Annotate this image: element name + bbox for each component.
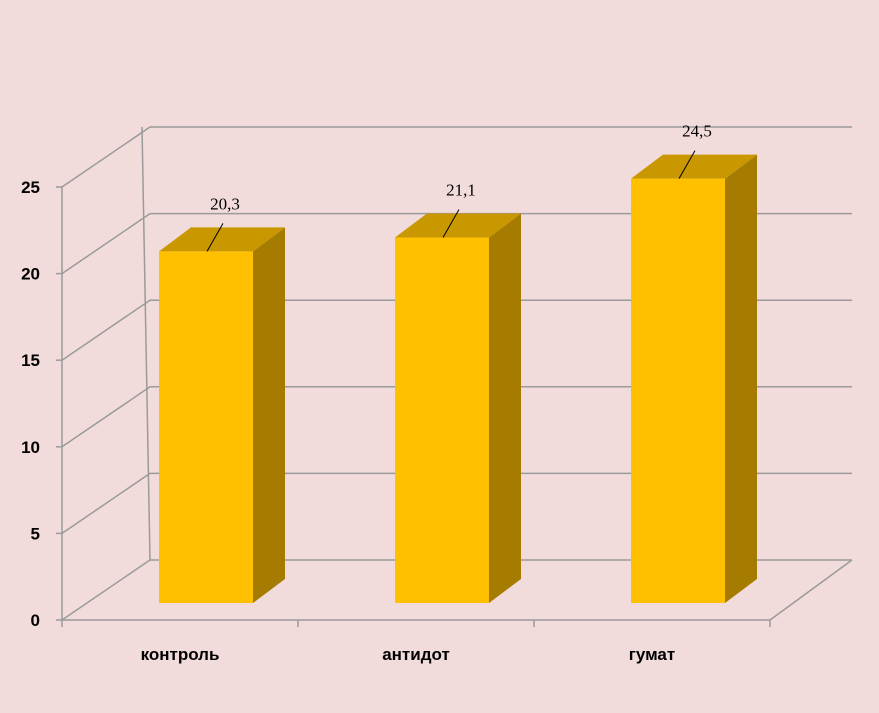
y-tick-label: 25: [21, 178, 40, 197]
grid-line: [61, 126, 852, 188]
bar-top: [159, 227, 285, 252]
y-tick-label: 10: [21, 438, 40, 457]
value-label-leader: [206, 223, 224, 252]
bar: [395, 237, 489, 603]
bar: [159, 251, 253, 604]
value-label: 21,1: [446, 180, 476, 199]
bar-side: [725, 154, 757, 603]
y-tick-label: 5: [31, 524, 40, 543]
value-label: 20,3: [210, 194, 240, 213]
grid-line: [61, 386, 852, 448]
value-label-leader: [442, 209, 460, 238]
value-label-leader: [678, 150, 696, 179]
y-tick-label: 20: [21, 265, 40, 284]
x-tick-label: контроль: [141, 645, 220, 664]
bar-side: [489, 213, 521, 603]
bar-top: [395, 213, 521, 238]
x-tick-label: гумат: [629, 645, 675, 664]
value-label: 24,5: [682, 122, 712, 141]
grid-line: [61, 212, 852, 275]
y-tick-label: 15: [21, 351, 40, 370]
bar-side: [253, 227, 285, 604]
floor-right-edge: [769, 559, 853, 621]
x-tick-label: антидот: [382, 645, 450, 664]
bar: [631, 178, 725, 603]
y-tick-label: 0: [31, 611, 40, 630]
grid-line: [61, 559, 852, 621]
back-wall-left-edge: [141, 126, 151, 561]
grid-line: [61, 472, 852, 535]
grid-line: [61, 299, 852, 361]
bar-top: [631, 154, 757, 179]
